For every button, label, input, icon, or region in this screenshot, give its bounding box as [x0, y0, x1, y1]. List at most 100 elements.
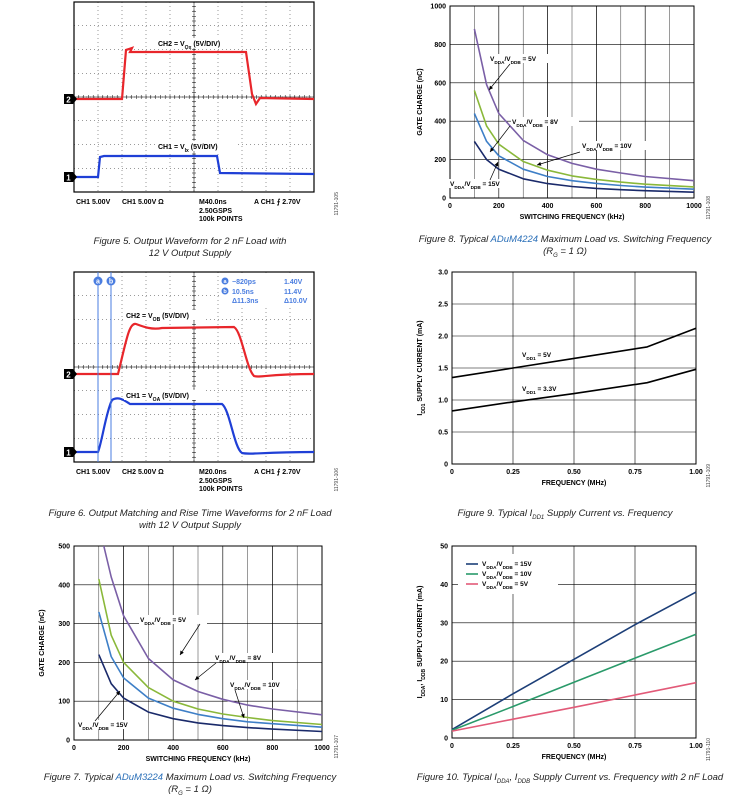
y-tick-label: 20: [440, 659, 448, 666]
figure-6-id: 11791-106: [334, 468, 340, 492]
figure-10-id: 11791-110: [706, 738, 712, 762]
footer-ch1: CH1 5.00V: [76, 469, 111, 476]
ch2-label-bg: [124, 310, 206, 320]
cursor-b-badge: [106, 276, 116, 286]
y-axis-label: IDD1 SUPPLY CURRENT (mA): [417, 320, 427, 415]
x-tick-label: 1.00: [689, 469, 703, 476]
label-15v-arrow: [115, 691, 120, 696]
label-10v: VDDA/VDDB = 10V: [230, 682, 280, 691]
marker-2-arrow: [73, 369, 77, 379]
figure-7-id: 11791-107: [334, 735, 340, 759]
idd1-current-chart-fig9: 0 0.25 0.50 0.75 1.00 0 0.5 1.0 1.5 2.0 2.5 3.0 FREQ…: [417, 270, 703, 488]
footer-points: 100k POINTS: [199, 216, 243, 223]
x-tick-label: 400: [542, 203, 554, 210]
figure-6: CH2 = VOB (5V/DIV) CH1 = VOA (5V/DIV) 2 1 a b…: [50, 270, 340, 502]
x-tick-label: 0: [448, 203, 452, 210]
marker-1-arrow: [73, 447, 77, 457]
x-tick-label: 800: [639, 203, 651, 210]
x-axis-label: SWITCHING FREQUENCY (kHz): [520, 214, 625, 221]
x-tick-label: 0.75: [628, 743, 642, 750]
x-tick-label: 1.00: [689, 743, 703, 750]
label-15v: VDDA/VDDB = 15V: [78, 722, 128, 731]
grid: [451, 545, 697, 739]
series-line-2: [98, 611, 323, 728]
meas-delta-volt: Δ10.0V: [284, 298, 308, 305]
label-8v-arrow: [195, 675, 200, 680]
idda-iddb-current-chart-fig10: 0 0.25 0.50 0.75 1.00 0 10 20 30 40 50 FREQUENCY (M…: [417, 544, 703, 762]
y-tick-label: 0: [66, 738, 70, 745]
y-tick-label: 3.0: [438, 270, 448, 277]
ch2-waveform: [74, 46, 315, 107]
x-axis-label: SWITCHING FREQUENCY (kHz): [146, 756, 251, 763]
label-8v: VDDA/VDDB = 8V: [512, 119, 559, 128]
marker-1: 1: [66, 174, 71, 183]
meas-b-badge-label: b: [223, 289, 227, 295]
ch2-label: CH2 = VOB (5V/DIV): [126, 313, 189, 323]
x-axis-label: FREQUENCY (MHz): [542, 480, 607, 487]
label-8v-bg: [511, 117, 579, 126]
ch1-label: CH1 = VOA (5V/DIV): [126, 393, 189, 403]
x-tick-label: 0: [450, 743, 454, 750]
label-8v-bg: [214, 653, 282, 662]
y-tick-label: 50: [440, 544, 448, 551]
footer-samplerate: 2.50GSPS: [199, 478, 232, 485]
gate-charge-chart-fig7: 0 200 400 600 800 1000 0 100 200 300 400 500 SWITCHI…: [39, 544, 330, 764]
series-line-0: [103, 545, 323, 716]
cursor-a-badge: [93, 276, 103, 286]
label-10v-arrow: [537, 161, 542, 166]
y-tick-label: 200: [434, 157, 446, 164]
label-5v-leader: [179, 623, 201, 656]
label-5v: VDDA/VDDB = 5V: [490, 56, 537, 65]
label-10v-leader: [234, 689, 245, 719]
label-10v-bg: [229, 680, 297, 689]
y-tick-label: 300: [58, 621, 70, 628]
ch1-label-bg: [156, 141, 238, 151]
marker-1-arrow: [73, 172, 77, 182]
ch1-waveform: [74, 154, 315, 179]
ch2-label: CH2 = VOx (5V/DIV): [158, 41, 220, 51]
figure-10-caption: Figure 10. Typical IDDA, IDDB Supply Cur…: [416, 772, 724, 785]
adum3224-link[interactable]: ADuM3224: [115, 772, 164, 783]
x-axis-label: FREQUENCY (MHz): [542, 754, 607, 761]
measure-box: [220, 274, 312, 308]
series-line-0: [451, 327, 697, 379]
label-5v-bg: [489, 54, 557, 63]
x-tick-label: 600: [217, 745, 229, 752]
label-10v-arrow: [240, 713, 245, 718]
x-tick-label: 0.50: [567, 743, 581, 750]
x-tick-label: 0: [72, 745, 76, 752]
x-tick-label: 1000: [686, 203, 702, 210]
y-tick-label: 0: [442, 196, 446, 203]
figure-9: 0 0.25 0.50 0.75 1.00 0 0.5 1.0 1.5 2.0 2.5 3.0 FREQ…: [410, 266, 710, 498]
y-tick-label: 600: [434, 80, 446, 87]
legend-label-2: VDDA/VDDB = 5V: [482, 581, 529, 590]
series-line-2: [451, 681, 697, 732]
meas-a-badge-label: a: [223, 279, 227, 285]
y-tick-label: 0.5: [438, 430, 448, 437]
y-tick-label: 400: [434, 119, 446, 126]
figure-8-id: 11791-108: [706, 196, 712, 220]
label-15v-leader: [94, 690, 121, 722]
label-15v-bg: [77, 720, 145, 729]
marker-2: 2: [66, 371, 71, 380]
legend-label-1: VDDA/VDDB = 10V: [482, 571, 532, 580]
series-line-1: [451, 368, 697, 412]
adum4224-link[interactable]: ADuM4224: [490, 234, 539, 245]
footer-ch1: CH1 5.00V: [76, 199, 111, 206]
label-5v-bg: [139, 615, 207, 624]
y-tick-label: 0: [444, 736, 448, 743]
label-3v3: VDD1 = 3.3V: [522, 386, 557, 395]
meas-b-volt: 11.4V: [284, 289, 302, 296]
label-8v-leader: [489, 125, 511, 153]
legend-label-0: VDDA/VDDB = 15V: [482, 561, 532, 570]
y-tick-label: 500: [58, 544, 70, 551]
scope-waveform-fig6: CH2 = VOB (5V/DIV)CH1 = VOA (5V/DIV)21a b…: [64, 271, 315, 493]
marker-2-bg: [64, 369, 73, 379]
footer-ch2: CH1 5.00V Ω: [122, 199, 164, 206]
x-tick-label: 400: [167, 745, 179, 752]
x-tick-label: 0.75: [628, 469, 642, 476]
x-tick-label: 800: [267, 745, 279, 752]
meas-a-time: −820ps: [232, 279, 256, 286]
series-line-3: [98, 654, 323, 733]
label-15v: VDDA/VDDB = 15V: [450, 181, 500, 190]
